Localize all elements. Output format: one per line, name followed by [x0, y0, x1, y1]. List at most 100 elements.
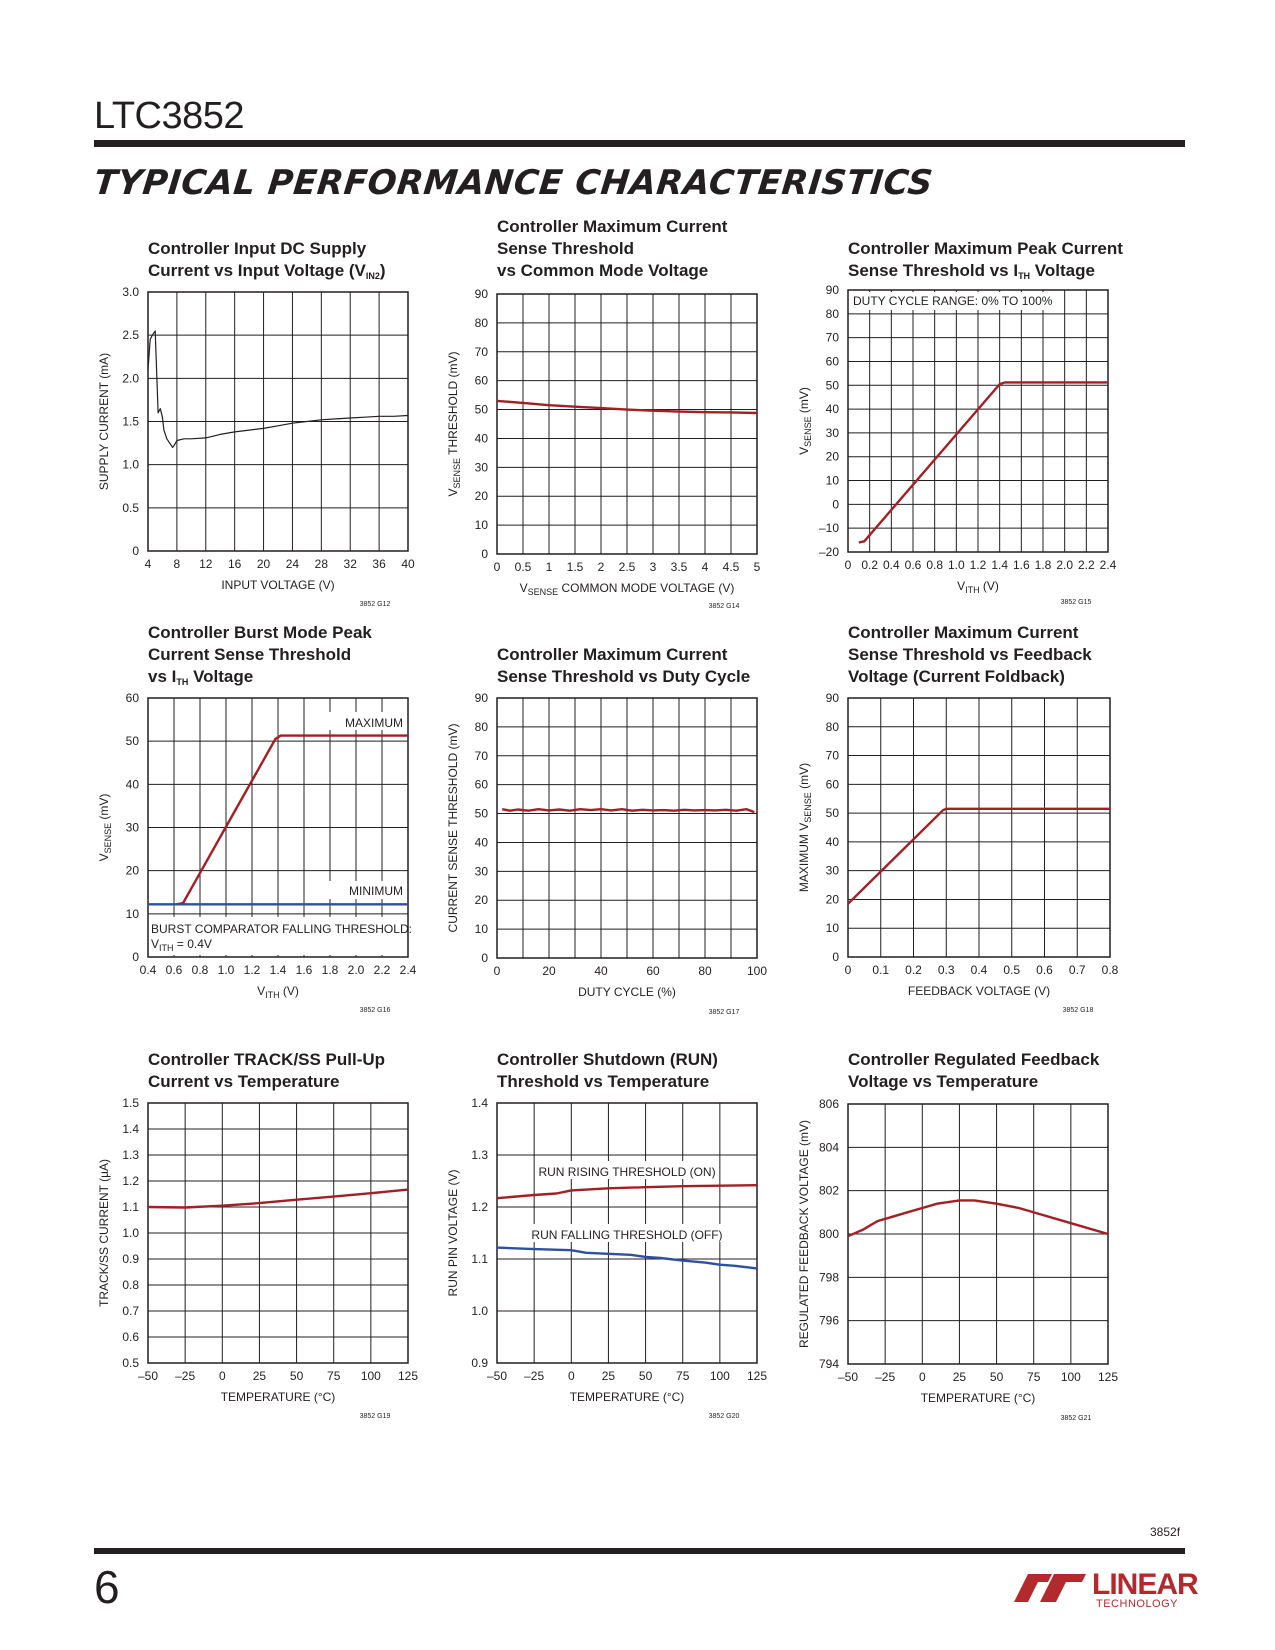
x-axis-label: TEMPERATURE (°C) — [921, 1391, 1036, 1405]
chart-g19: Controller TRACK/SS Pull-Up Current vs Te… — [97, 1050, 418, 1420]
chart-title-line: Controller Regulated Feedback — [848, 1050, 1100, 1069]
x-tick-label: 16 — [228, 557, 242, 571]
chart-title-line: Controller Maximum Peak Current — [848, 239, 1123, 258]
x-tick-label: 2.2 — [1078, 558, 1095, 572]
x-tick-label: 0.4 — [140, 963, 157, 977]
chart-grid — [148, 698, 408, 957]
series-line — [147, 330, 409, 448]
y-tick-label: 60 — [126, 691, 140, 705]
y-tick-label: 20 — [826, 892, 840, 906]
y-tick-label: 1.5 — [122, 415, 139, 429]
x-tick-label: 0.7 — [1069, 963, 1086, 977]
y-tick-label: 1.1 — [471, 1252, 488, 1266]
company-logo: LINEAR TECHNOLOGY — [1010, 1568, 1199, 1618]
x-tick-label: 40 — [594, 964, 608, 978]
chart-title-line: Sense Threshold — [497, 239, 634, 258]
y-axis-label: VSENSE THRESHOLD (mV) — [446, 352, 462, 497]
series-line — [496, 1184, 758, 1200]
label-bg — [532, 1224, 722, 1242]
chart-title-line: Controller Shutdown (RUN) — [497, 1050, 718, 1069]
chart-g21: Controller Regulated Feedback Voltage vs … — [797, 1050, 1118, 1422]
y-tick-label: 1.2 — [471, 1200, 488, 1214]
x-tick-label: –50 — [838, 1370, 858, 1384]
x-tick-label: 2.0 — [1056, 558, 1073, 572]
x-tick-label: 0.2 — [905, 963, 922, 977]
y-tick-label: 0 — [832, 497, 839, 511]
y-tick-label: 798 — [819, 1270, 839, 1284]
x-tick-label: 2.5 — [619, 560, 636, 574]
y-tick-label: 0.6 — [122, 1330, 139, 1344]
chart-title-line: Current Sense Threshold — [148, 645, 351, 664]
x-tick-label: 1.4 — [991, 558, 1008, 572]
series-line — [176, 734, 408, 906]
x-tick-label: 125 — [747, 1369, 767, 1383]
y-tick-label: –10 — [819, 521, 839, 535]
x-tick-label: 0.3 — [938, 963, 955, 977]
x-tick-label: 1.8 — [322, 963, 339, 977]
x-tick-label: 2 — [598, 560, 605, 574]
logo-subtext: TECHNOLOGY — [1096, 1598, 1179, 1610]
chart-title-line: vs Common Mode Voltage — [497, 261, 708, 280]
plot-frame — [847, 697, 1111, 958]
y-tick-label: 10 — [475, 518, 489, 532]
y-tick-label: 20 — [475, 489, 489, 503]
chart-title-line: Controller TRACK/SS Pull-Up — [148, 1050, 385, 1069]
chart-title: Controller Input DC Supply Current vs Inp… — [148, 239, 386, 281]
chart-title-line: Controller Maximum Current — [497, 217, 728, 236]
y-tick-label: 60 — [475, 778, 489, 792]
y-tick-label: 0.8 — [122, 1278, 139, 1292]
y-tick-label: 30 — [475, 460, 489, 474]
plot-frame — [147, 697, 409, 958]
x-tick-label: 75 — [1027, 1370, 1041, 1384]
figure-id: 3852 G18 — [1063, 1007, 1094, 1014]
x-tick-label: –50 — [487, 1369, 507, 1383]
y-tick-label: 30 — [826, 426, 840, 440]
x-tick-label: 4.5 — [723, 560, 740, 574]
chart-grid — [497, 698, 757, 958]
chart-g20: Controller Shutdown (RUN) Threshold vs Te… — [446, 1050, 767, 1420]
y-axis-label: TRACK/SS CURRENT (µA) — [97, 1159, 111, 1307]
plot-frame — [147, 291, 409, 552]
series-line — [847, 807, 1110, 905]
chart-title: Controller TRACK/SS Pull-Up Current vs Te… — [148, 1050, 385, 1091]
y-tick-label: 0 — [132, 950, 139, 964]
x-axis-label: TEMPERATURE (°C) — [221, 1390, 336, 1404]
x-tick-label: 4 — [145, 557, 152, 571]
chart-title-line: Voltage vs Temperature — [848, 1072, 1038, 1091]
x-tick-label: 3 — [650, 560, 657, 574]
x-tick-label: 20 — [257, 557, 271, 571]
x-tick-label: 0.4 — [883, 558, 900, 572]
y-tick-label: 1.4 — [471, 1096, 488, 1110]
doc-id: 3852f — [1150, 1525, 1181, 1539]
x-tick-label: 0.8 — [926, 558, 943, 572]
y-tick-label: 794 — [819, 1357, 839, 1371]
series-line — [496, 399, 758, 415]
y-axis-label: REGULATED FEEDBACK VOLTAGE (mV) — [797, 1120, 811, 1348]
y-tick-label: 50 — [826, 806, 840, 820]
series-label-minimum: MINIMUM — [349, 884, 403, 898]
y-tick-label: 0 — [481, 951, 488, 965]
y-tick-label: 1.3 — [471, 1148, 488, 1162]
y-axis-label: RUN PIN VOLTAGE (V) — [446, 1170, 460, 1297]
figure-id: 3852 G14 — [709, 603, 740, 610]
chart-title: Controller Burst Mode Peak Current Sense … — [148, 623, 372, 687]
y-tick-label: 0 — [832, 950, 839, 964]
figure-id: 3852 G12 — [360, 601, 391, 608]
x-tick-label: 0 — [494, 560, 501, 574]
y-tick-label: –20 — [819, 545, 839, 559]
x-axis-label: TEMPERATURE (°C) — [570, 1390, 685, 1404]
x-axis-label: VITH (V) — [257, 984, 299, 1000]
x-tick-label: 0.4 — [971, 963, 988, 977]
x-tick-label: 25 — [253, 1369, 267, 1383]
label-bg — [313, 712, 406, 730]
y-tick-label: 30 — [126, 821, 140, 835]
logo-mark-icon — [1014, 1574, 1086, 1602]
x-tick-label: 0 — [845, 963, 852, 977]
y-tick-label: 70 — [475, 749, 489, 763]
x-tick-label: 50 — [290, 1369, 304, 1383]
x-tick-label: 75 — [676, 1369, 690, 1383]
y-tick-label: 20 — [475, 893, 489, 907]
x-tick-label: 50 — [639, 1369, 653, 1383]
x-tick-label: 1.4 — [270, 963, 287, 977]
y-tick-label: 1.1 — [122, 1200, 139, 1214]
